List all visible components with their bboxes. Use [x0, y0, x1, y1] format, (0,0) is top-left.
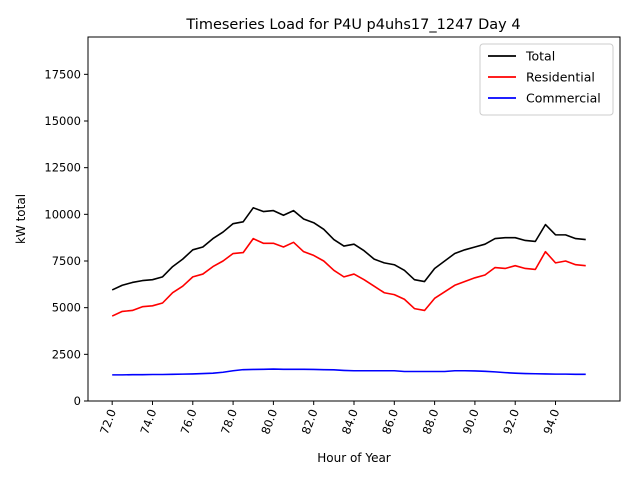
legend-label-residential: Residential [526, 70, 595, 85]
series-line-commercial [112, 368, 586, 376]
x-tick-label: 78.0 [218, 407, 240, 436]
chart-title: Timeseries Load for P4U p4uhs17_1247 Day… [185, 17, 520, 33]
x-tick-label: 80.0 [258, 407, 280, 436]
legend-label-commercial: Commercial [526, 91, 601, 106]
x-tick-label: 92.0 [500, 407, 522, 436]
y-tick-label: 10000 [44, 207, 81, 221]
legend-label-total: Total [525, 49, 555, 64]
legend: Total Residential Commercial [479, 43, 614, 116]
series-line-residential [111, 237, 586, 317]
x-axis-label: Hour of Year [317, 451, 391, 465]
y-axis-ticks: 0 2500 5000 7500 10000 12500 15000 17500 [44, 67, 88, 408]
y-tick-label: 2500 [52, 347, 81, 361]
x-tick-label: 94.0 [540, 407, 562, 436]
y-tick-label: 7500 [52, 254, 81, 268]
y-tick-label: 17500 [44, 67, 81, 81]
x-axis-ticks: 72.0 74.0 76.0 78.0 80.0 82.0 84.0 86.0 88.0 90.0… [97, 401, 562, 436]
x-tick-label: 88.0 [420, 407, 442, 436]
x-tick-label: 72.0 [97, 407, 119, 436]
x-tick-label: 74.0 [137, 407, 159, 436]
y-axis-label: kW total [14, 194, 28, 244]
x-tick-label: 84.0 [339, 407, 361, 436]
y-tick-label: 15000 [44, 114, 81, 128]
x-tick-label: 86.0 [379, 407, 401, 436]
x-tick-label: 76.0 [178, 407, 200, 436]
y-tick-label: 12500 [44, 161, 81, 175]
y-tick-label: 5000 [52, 301, 81, 315]
x-tick-label: 90.0 [460, 407, 482, 436]
y-tick-label: 0 [74, 394, 81, 408]
series-line-total [111, 207, 586, 291]
plot-area [111, 207, 586, 376]
x-tick-label: 82.0 [299, 407, 321, 436]
